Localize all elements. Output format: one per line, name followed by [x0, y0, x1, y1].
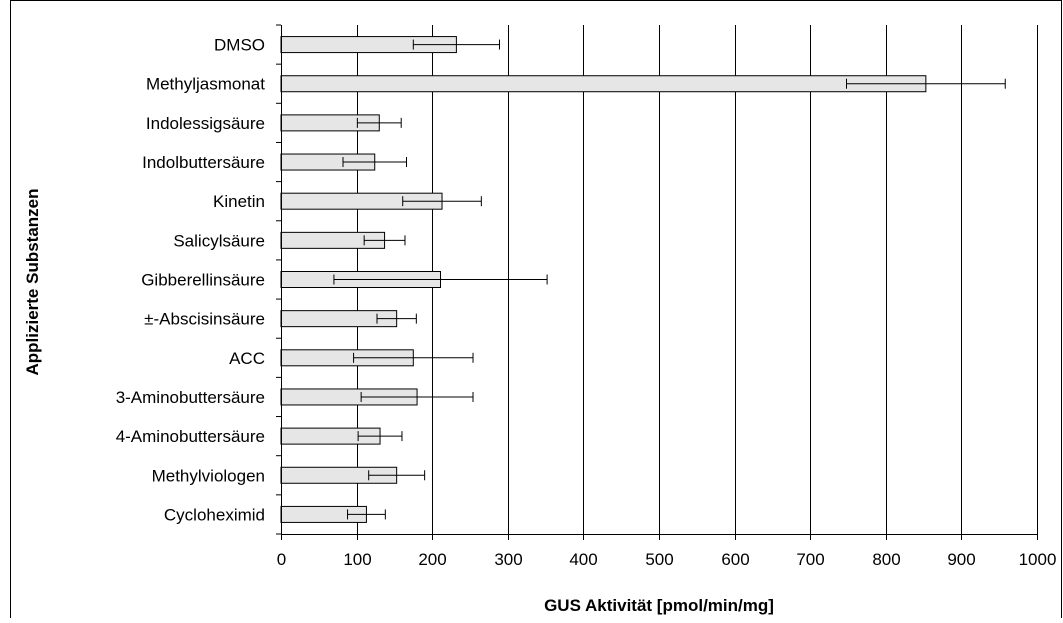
- category-label: Kinetin: [213, 192, 265, 211]
- category-label: ±-Abscisinsäure: [144, 310, 265, 329]
- category-label: Methylviologen: [152, 466, 265, 485]
- category-label: Methyljasmonat: [146, 75, 265, 94]
- x-tick-label: 900: [947, 550, 975, 569]
- x-tick-label: 800: [872, 550, 900, 569]
- category-label: Cycloheximid: [164, 505, 265, 524]
- x-tick-label: 400: [569, 550, 597, 569]
- x-tick-label: 700: [796, 550, 824, 569]
- category-label: 3-Aminobuttersäure: [116, 388, 265, 407]
- y-axis-title: Applizierte Substanzen: [23, 188, 42, 375]
- category-label: Gibberellinsäure: [141, 271, 265, 290]
- x-tick-label: 0: [277, 550, 286, 569]
- x-tick-label: 100: [343, 550, 371, 569]
- category-label: DMSO: [214, 36, 265, 55]
- x-axis-title: GUS Aktivität [pmol/min/mg]: [544, 596, 774, 615]
- axes: [276, 24, 1038, 540]
- category-label: Salicylsäure: [173, 231, 265, 250]
- category-label: 4-Aminobuttersäure: [116, 427, 265, 446]
- labels: DMSO Methyljasmonat Indolessigsäure Indolbu…: [116, 36, 1057, 569]
- x-tick-label: 500: [645, 550, 673, 569]
- x-tick-label: 200: [418, 550, 446, 569]
- bars: [280, 36, 1006, 523]
- x-tick-label: 1000: [1019, 550, 1057, 569]
- x-tick-label: 300: [494, 550, 522, 569]
- category-label: ACC: [229, 349, 265, 368]
- category-label: Indolessigsäure: [146, 114, 265, 133]
- category-label: Indolbuttersäure: [142, 153, 265, 172]
- gridlines: [357, 25, 1038, 534]
- x-tick-label: 600: [721, 550, 749, 569]
- bar: [280, 75, 927, 93]
